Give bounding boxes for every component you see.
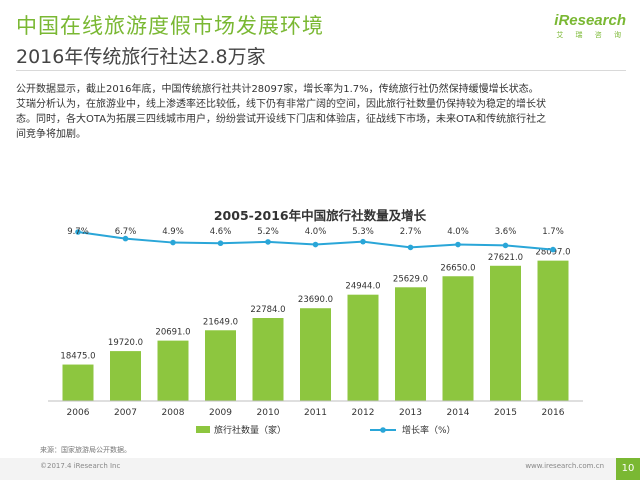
- growth-value-label: 4.0%: [447, 227, 469, 237]
- page-subtitle: 2016年传统旅行社达2.8万家: [16, 46, 266, 68]
- website-link[interactable]: www.iresearch.com.cn: [525, 462, 604, 470]
- bar: [252, 318, 284, 401]
- growth-value-label: 2.7%: [400, 227, 422, 237]
- chart-title: 2005-2016年中国旅行社数量及增长: [213, 208, 427, 223]
- growth-point: [455, 241, 461, 248]
- x-tick-label: 2011: [304, 408, 327, 418]
- x-tick-label: 2007: [114, 408, 137, 418]
- legend-line-label: 增长率（%）: [402, 424, 456, 436]
- legend-bar-label: 旅行社数量（家）: [214, 424, 286, 436]
- bar-value-label: 25629.0: [393, 274, 428, 284]
- growth-point: [75, 229, 81, 235]
- copyright-text: ©2017.4 iResearch Inc: [40, 462, 121, 470]
- bar: [157, 340, 189, 401]
- iresearch-logo: iResearch 艾 瑞 咨 询: [534, 12, 626, 40]
- bar: [395, 287, 426, 401]
- intro-paragraph: 公开数据显示，截止2016年底，中国传统旅行社共计28097家，增长率为1.7%…: [16, 82, 616, 142]
- intro-line: 艾瑞分析认为，在旅游业中，线上渗透率还比较低，线下仍有非常广阔的空间，因此旅行社…: [16, 99, 546, 110]
- growth-value-label: 3.6%: [495, 227, 517, 237]
- intro-line: 公开数据显示，截止2016年底，中国传统旅行社共计28097家，增长率为1.7%…: [16, 84, 539, 95]
- growth-value-label: 6.7%: [115, 227, 137, 237]
- growth-value-label: 5.2%: [257, 227, 279, 237]
- bar-value-label: 28097.0: [535, 248, 570, 258]
- bar-value-label: 21649.0: [203, 317, 238, 327]
- growth-point: [122, 235, 129, 242]
- bar-value-label: 22784.0: [250, 305, 285, 315]
- growth-point: [550, 246, 556, 253]
- bar-value-label: 27621.0: [488, 253, 523, 263]
- legend-line-marker: [380, 427, 386, 433]
- growth-value-label: 5.3%: [352, 227, 374, 237]
- bar: [442, 276, 474, 401]
- x-tick-label: 2009: [209, 408, 232, 418]
- bar: [347, 294, 379, 401]
- growth-point: [502, 242, 509, 249]
- x-tick-label: 2015: [494, 408, 517, 418]
- growth-value-label: 1.7%: [542, 227, 564, 237]
- footer-bar: ©2017.4 iResearch Inc www.iresearch.com.…: [0, 458, 640, 480]
- page-title: 中国在线旅游度假市场发展环境: [16, 14, 324, 38]
- bar-value-label: 18475.0: [60, 352, 95, 362]
- x-tick-label: 2012: [352, 408, 375, 418]
- bar: [300, 308, 331, 401]
- growth-point: [360, 238, 366, 245]
- growth-point: [265, 239, 271, 245]
- page-number: 10: [616, 458, 640, 480]
- source-note: 来源：国家旅游局公开数据。: [40, 446, 131, 454]
- growth-value-label: 4.9%: [162, 227, 184, 237]
- bar-value-label: 20691.0: [155, 328, 190, 338]
- x-tick-label: 2013: [399, 408, 422, 418]
- x-tick-label: 2008: [162, 408, 185, 418]
- bar-value-label: 26650.0: [440, 263, 475, 273]
- header-divider: [16, 70, 626, 71]
- growth-value-label: 9.7%: [67, 227, 89, 237]
- bar: [490, 265, 521, 401]
- bar: [110, 351, 141, 401]
- growth-value-label: 4.0%: [305, 227, 327, 237]
- bar-value-label: 24944.0: [345, 282, 380, 292]
- growth-value-label: 4.6%: [210, 227, 232, 237]
- x-tick-label: 2006: [67, 408, 90, 418]
- bar-value-label: 19720.0: [108, 338, 143, 348]
- bar-value-label: 23690.0: [298, 295, 333, 305]
- intro-line: 态。同时，各大OTA为拓展三四线城市用户，纷纷尝试开设线下门店和体验店，征战线下…: [16, 114, 547, 125]
- logo-text: iResearch: [554, 12, 626, 29]
- growth-point: [170, 239, 176, 246]
- growth-point: [312, 241, 319, 248]
- bar: [537, 260, 569, 401]
- bar: [62, 364, 94, 401]
- legend-bar-swatch: [196, 426, 210, 433]
- bar: [205, 330, 236, 401]
- intro-line: 间竞争将加剧。: [16, 129, 86, 140]
- x-tick-label: 2014: [447, 408, 470, 418]
- x-tick-label: 2010: [257, 408, 280, 418]
- growth-point: [407, 244, 414, 251]
- logo-subtext: 艾 瑞 咨 询: [556, 31, 626, 39]
- growth-point: [217, 240, 224, 247]
- x-tick-label: 2016: [542, 408, 565, 418]
